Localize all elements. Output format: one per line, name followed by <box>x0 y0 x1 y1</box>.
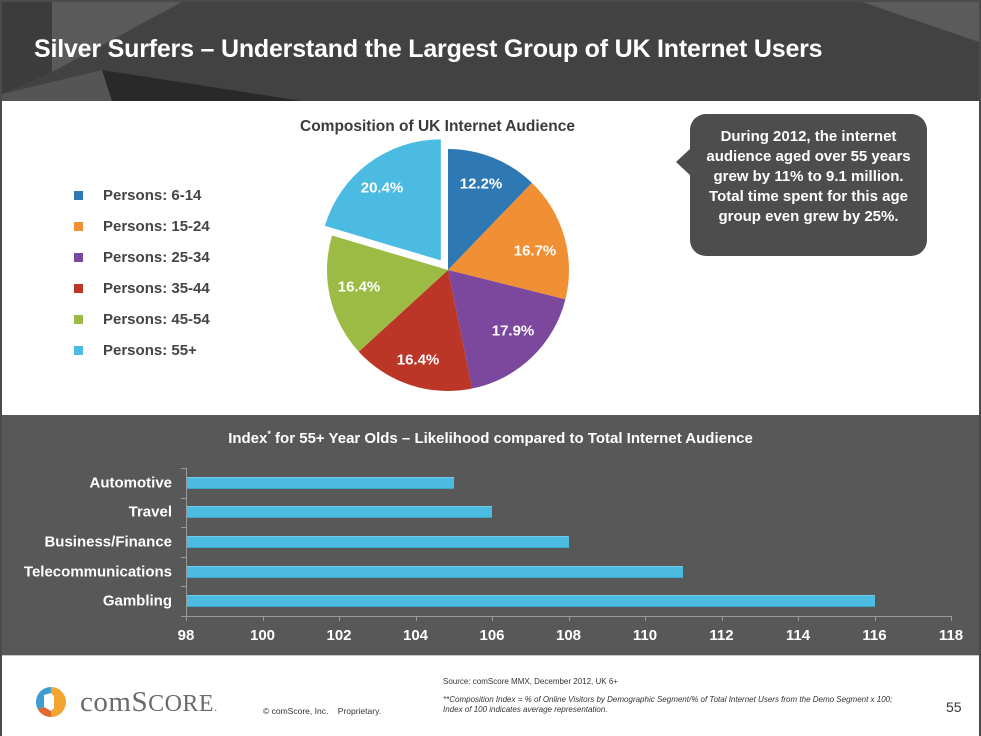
legend-swatch <box>74 315 83 324</box>
legend-swatch <box>74 222 83 231</box>
footnote-text: **Composition Index = % of Online Visito… <box>443 695 893 714</box>
x-axis-tick <box>645 616 646 621</box>
bar-title-asterisk: * <box>267 429 271 439</box>
y-axis-tick <box>181 556 186 558</box>
source-text: Source: comScore MMX, December 2012, UK … <box>443 677 618 686</box>
bar-category-label: Travel <box>128 503 172 521</box>
pie-slice <box>324 139 441 261</box>
x-axis-tick <box>568 616 570 621</box>
page-title: Silver Surfers – Understand the Largest … <box>34 35 823 63</box>
bar-chart-panel: Index* for 55+ Year Olds – Likelihood co… <box>2 415 979 655</box>
x-axis-tick <box>262 616 264 621</box>
bar-category-label: Telecommunications <box>23 563 172 581</box>
x-tick-label: 108 <box>555 627 582 644</box>
x-tick-label: 98 <box>177 627 195 644</box>
pie-slice <box>448 182 569 300</box>
x-tick-label: 102 <box>326 627 352 644</box>
bar-title-text: for 55+ Year Olds – Likelihood compared … <box>270 430 753 447</box>
legend-item: Persons: 45-54 <box>74 304 210 335</box>
x-axis-tick <box>874 616 876 621</box>
y-axis-tick <box>181 586 186 588</box>
bar <box>187 565 684 578</box>
x-axis-tick <box>186 616 187 621</box>
y-axis-line <box>186 468 187 620</box>
x-tick-label: 112 <box>709 627 734 644</box>
pie-slice-label: 16.4% <box>337 278 381 296</box>
x-axis-tick <box>339 616 340 621</box>
pie-slice <box>448 270 566 389</box>
x-tick-label: 114 <box>785 627 811 644</box>
legend-label: Persons: 6-14 <box>103 187 202 204</box>
comscore-logo-text: comSCORE. <box>80 686 218 718</box>
y-axis-tick <box>181 497 186 499</box>
legend-item: Persons: 55+ <box>74 335 210 366</box>
bar <box>187 536 569 548</box>
legend-label: Persons: 25-34 <box>103 249 210 266</box>
legend-label: Persons: 55+ <box>103 342 197 359</box>
pie-slice-label: 12.2% <box>459 175 503 193</box>
bar-title-text: Index <box>228 430 268 447</box>
y-axis-tick <box>181 468 186 469</box>
x-tick-label: 106 <box>479 627 505 644</box>
x-tick-label: 110 <box>632 627 658 644</box>
pie-slice-label: 16.4% <box>396 351 440 369</box>
x-tick-label: 100 <box>249 627 276 644</box>
pie-chart-title: Composition of UK Internet Audience <box>300 118 575 135</box>
bar-category-label: Automotive <box>89 474 173 492</box>
pie-slice-label: 20.4% <box>360 179 404 197</box>
x-axis-tick <box>721 616 723 621</box>
bar <box>187 506 492 519</box>
header-background-shapes <box>2 2 979 101</box>
x-tick-label: 116 <box>862 627 887 644</box>
x-tick-label: 118 <box>938 627 964 644</box>
y-axis-tick <box>181 527 186 529</box>
footer: comSCORE. © comScore, Inc. Proprietary. … <box>2 655 979 736</box>
legend-swatch <box>74 191 83 200</box>
legend-label: Persons: 15-24 <box>103 218 210 235</box>
pie-slice <box>327 235 448 352</box>
pie-legend: Persons: 6-14 Persons: 15-24 Persons: 25… <box>74 180 210 366</box>
header-banner: Silver Surfers – Understand the Largest … <box>2 2 979 101</box>
legend-swatch <box>74 346 83 355</box>
logo-dot: . <box>214 700 218 714</box>
copyright-text: © comScore, Inc. Proprietary. <box>263 706 382 716</box>
bar-category-label: Business/Finance <box>44 533 172 551</box>
logo-word: com <box>80 686 132 718</box>
bar-category-label: Gambling <box>102 592 172 610</box>
x-tick-label: 104 <box>402 627 429 644</box>
pie-slice-label: 17.9% <box>491 322 535 340</box>
pie-slice <box>448 149 532 270</box>
legend-item: Persons: 15-24 <box>74 211 210 242</box>
x-axis-tick <box>798 616 799 621</box>
x-axis-tick <box>951 616 952 621</box>
legend-item: Persons: 25-34 <box>74 242 210 273</box>
bar-chart-title: Index* for 55+ Year Olds – Likelihood co… <box>2 429 979 447</box>
page-number: 55 <box>946 699 962 715</box>
comscore-logo-icon <box>35 687 66 717</box>
legend-label: Persons: 35-44 <box>103 280 210 297</box>
y-axis-tick <box>181 616 186 617</box>
callout-text: During 2012, the internet audience aged … <box>706 128 911 225</box>
legend-swatch <box>74 253 83 262</box>
x-axis-tick <box>492 616 493 621</box>
legend-item: Persons: 35-44 <box>74 273 210 304</box>
pie-slice <box>358 270 473 391</box>
x-axis-tick <box>415 616 417 621</box>
legend-swatch <box>74 284 83 293</box>
pie-chart <box>324 139 569 391</box>
pie-slice-label: 16.7% <box>513 242 557 260</box>
callout-bubble: During 2012, the internet audience aged … <box>676 114 927 256</box>
bar <box>187 595 875 608</box>
legend-item: Persons: 6-14 <box>74 180 210 211</box>
bar <box>187 476 454 489</box>
legend-label: Persons: 45-54 <box>103 311 210 328</box>
